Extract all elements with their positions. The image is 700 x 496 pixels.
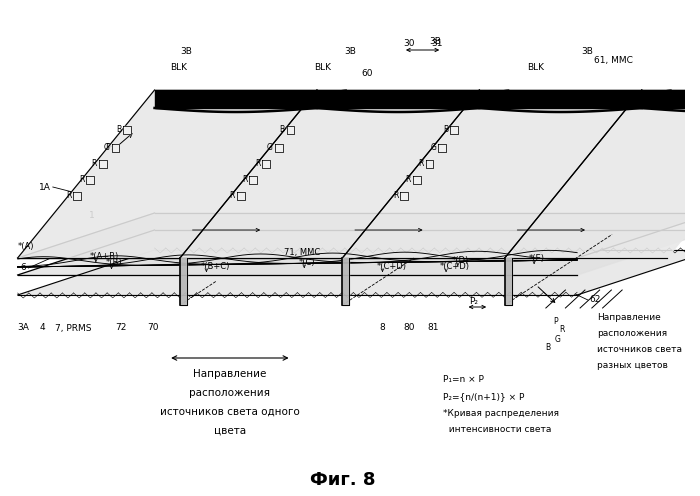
Text: 8: 8 — [379, 323, 385, 332]
Polygon shape — [111, 144, 119, 152]
Polygon shape — [426, 160, 433, 168]
Polygon shape — [342, 258, 349, 305]
Text: Направление: Направление — [193, 369, 267, 379]
Text: *(C): *(C) — [298, 257, 315, 266]
Text: BLK: BLK — [314, 63, 331, 72]
Polygon shape — [286, 126, 295, 134]
Text: 1: 1 — [89, 210, 95, 220]
Text: 1A: 1A — [39, 183, 51, 191]
Text: *(C+D): *(C+D) — [440, 261, 470, 270]
Text: 3B: 3B — [180, 48, 192, 57]
Text: G: G — [554, 334, 561, 344]
Text: цвета: цвета — [214, 426, 246, 436]
Text: расположения: расположения — [190, 388, 270, 398]
Text: *(C+D): *(C+D) — [377, 261, 407, 270]
Text: *(B+C): *(B+C) — [200, 261, 230, 270]
Text: G: G — [430, 143, 436, 152]
Text: B: B — [545, 344, 550, 353]
Text: R: R — [230, 191, 235, 200]
Text: BLK: BLK — [171, 63, 188, 72]
Text: 3A: 3A — [18, 323, 29, 332]
Polygon shape — [480, 90, 642, 108]
Polygon shape — [413, 176, 421, 184]
Text: R: R — [66, 191, 71, 200]
Text: 80: 80 — [403, 323, 414, 332]
Polygon shape — [317, 90, 480, 108]
Text: 62: 62 — [589, 296, 601, 305]
Polygon shape — [249, 176, 258, 184]
Text: 7, PRMS: 7, PRMS — [55, 323, 91, 332]
Polygon shape — [74, 192, 81, 200]
Polygon shape — [86, 176, 94, 184]
Polygon shape — [180, 90, 480, 258]
Text: 3B: 3B — [429, 38, 441, 47]
Text: 30: 30 — [403, 39, 414, 48]
Text: P₂: P₂ — [469, 298, 478, 307]
Text: *(D): *(D) — [452, 255, 469, 264]
Polygon shape — [18, 250, 700, 295]
Text: 72: 72 — [116, 323, 127, 332]
Text: B: B — [443, 125, 448, 134]
Text: R: R — [418, 160, 424, 169]
Text: 4: 4 — [39, 323, 45, 332]
Text: 3B: 3B — [581, 48, 593, 57]
Text: R: R — [255, 160, 260, 169]
Polygon shape — [505, 258, 512, 305]
Text: P₁: P₁ — [106, 142, 115, 151]
Text: G: G — [104, 143, 110, 152]
Text: расположения: расположения — [596, 329, 667, 338]
Text: *(A): *(A) — [18, 243, 34, 251]
Polygon shape — [155, 90, 317, 108]
Text: 31: 31 — [431, 39, 443, 48]
Text: источников света: источников света — [596, 346, 682, 355]
Text: R: R — [405, 176, 411, 185]
Text: *Кривая распределения: *Кривая распределения — [443, 409, 559, 418]
Polygon shape — [180, 258, 187, 305]
Polygon shape — [18, 230, 700, 275]
Text: разных цветов: разных цветов — [596, 362, 668, 371]
Text: R: R — [92, 160, 97, 169]
Polygon shape — [99, 160, 106, 168]
Text: R: R — [79, 176, 84, 185]
Text: интенсивности света: интенсивности света — [443, 425, 552, 434]
Polygon shape — [400, 192, 408, 200]
Polygon shape — [18, 90, 317, 258]
Text: P₂={n∕(n+1)} × P: P₂={n∕(n+1)} × P — [443, 392, 524, 401]
Text: 81: 81 — [428, 323, 439, 332]
Text: 61, MMC: 61, MMC — [594, 56, 633, 64]
Polygon shape — [123, 126, 131, 134]
Text: BLK: BLK — [528, 63, 545, 72]
Text: B: B — [279, 125, 285, 134]
Text: Направление: Направление — [596, 313, 661, 322]
Polygon shape — [342, 90, 642, 258]
Text: R: R — [242, 176, 248, 185]
Text: P₁=n × P: P₁=n × P — [443, 375, 484, 384]
Text: G: G — [267, 143, 273, 152]
Polygon shape — [450, 126, 458, 134]
Text: 70: 70 — [147, 323, 158, 332]
Polygon shape — [262, 160, 270, 168]
Polygon shape — [18, 213, 700, 258]
Text: R: R — [559, 325, 565, 334]
Text: 71, MMC: 71, MMC — [284, 248, 320, 256]
Text: P: P — [554, 317, 559, 326]
Polygon shape — [237, 192, 244, 200]
Text: 3B: 3B — [344, 48, 356, 57]
Polygon shape — [505, 90, 700, 258]
Text: B: B — [116, 125, 121, 134]
Text: Фиг. 8: Фиг. 8 — [309, 471, 375, 489]
Text: 60: 60 — [361, 68, 372, 77]
Text: *(A+B): *(A+B) — [90, 251, 119, 260]
Polygon shape — [275, 144, 283, 152]
Text: *(E): *(E) — [528, 253, 544, 262]
Text: *(B): *(B) — [106, 258, 122, 267]
Polygon shape — [438, 144, 446, 152]
Text: R: R — [393, 191, 398, 200]
Text: 6: 6 — [21, 263, 27, 272]
Polygon shape — [642, 90, 700, 108]
Text: источников света одного: источников света одного — [160, 407, 300, 417]
